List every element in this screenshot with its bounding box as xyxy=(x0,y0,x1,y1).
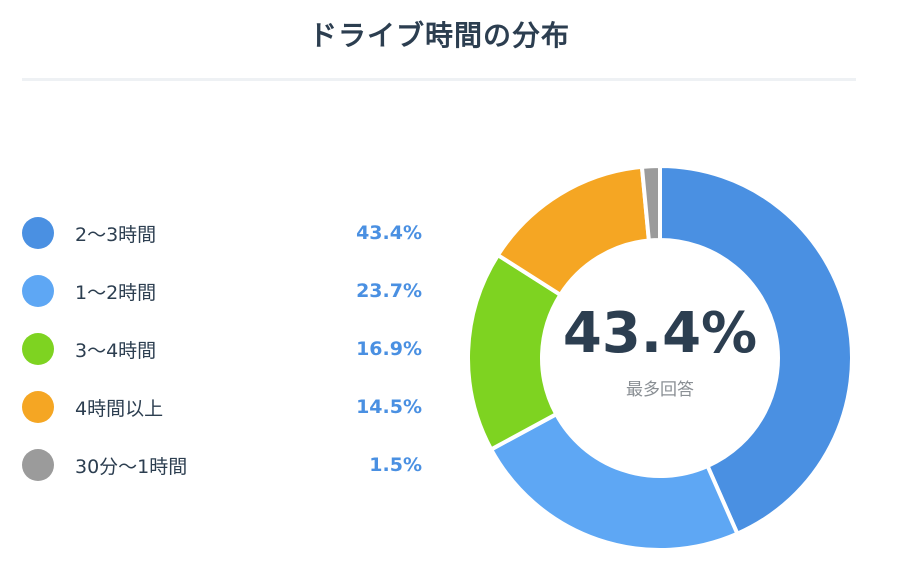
donut-svg xyxy=(466,164,854,552)
legend-label: 4時間以上 xyxy=(75,397,164,420)
donut-slice xyxy=(639,164,662,243)
legend-label: 1〜2時間 xyxy=(75,281,157,304)
legend-swatch xyxy=(22,275,54,307)
center-value: 43.4% xyxy=(562,301,758,366)
legend-item: 2〜3時間 43.4% xyxy=(22,204,422,262)
donut-slice xyxy=(658,164,854,536)
legend-value: 23.7% xyxy=(356,280,422,302)
center-label: 最多回答 xyxy=(626,380,694,400)
legend-item: 4時間以上 14.5% xyxy=(22,378,422,436)
title-divider xyxy=(22,78,856,81)
donut-slice xyxy=(489,412,740,552)
legend-label: 3〜4時間 xyxy=(75,339,157,362)
legend-value: 43.4% xyxy=(356,222,422,244)
legend-value: 14.5% xyxy=(356,396,422,418)
legend-item: 30分〜1時間 1.5% xyxy=(22,436,422,494)
legend: 2〜3時間 43.4% 1〜2時間 23.7% 3〜4時間 16.9% 4時間以… xyxy=(22,204,422,494)
legend-swatch xyxy=(22,391,54,423)
legend-value: 16.9% xyxy=(356,338,422,360)
donut-chart: 43.4% 最多回答 xyxy=(465,163,855,553)
legend-item: 3〜4時間 16.9% xyxy=(22,320,422,378)
legend-label: 2〜3時間 xyxy=(75,223,157,246)
chart-title: ドライブ時間の分布 xyxy=(308,19,570,52)
legend-swatch xyxy=(22,449,54,481)
legend-value: 1.5% xyxy=(369,454,422,476)
legend-swatch xyxy=(22,333,54,365)
legend-swatch xyxy=(22,217,54,249)
legend-label: 30分〜1時間 xyxy=(75,455,188,478)
legend-item: 1〜2時間 23.7% xyxy=(22,262,422,320)
